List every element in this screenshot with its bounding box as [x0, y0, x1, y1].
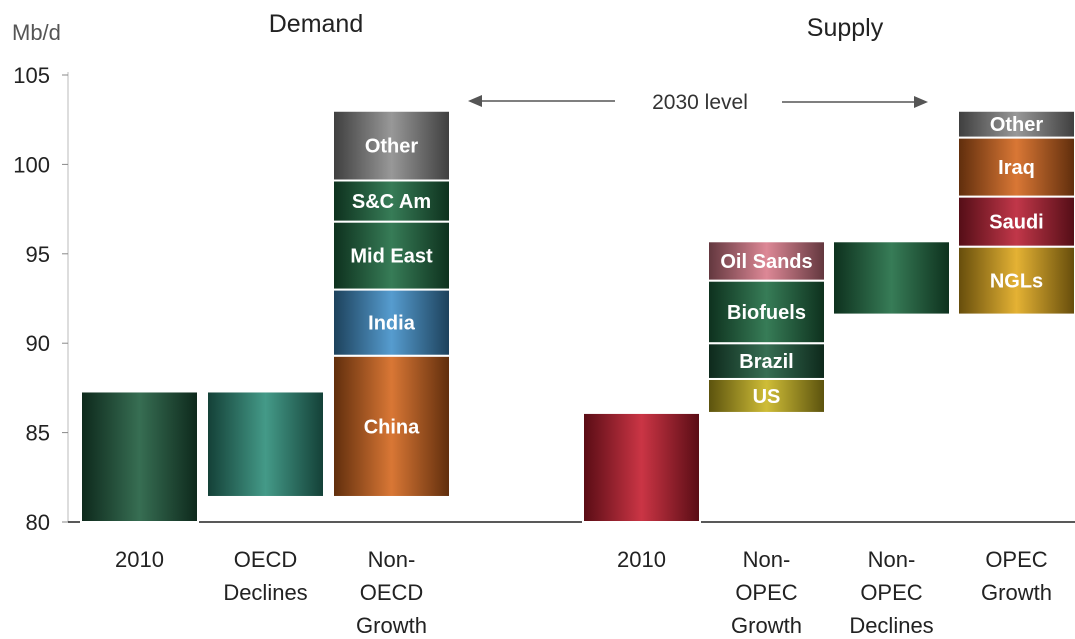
segment-label: S&C Am: [352, 191, 431, 213]
x-tick-label: OECD: [360, 580, 424, 605]
segment-label: Saudi: [989, 212, 1043, 234]
bar: OECD Declines: [206, 390, 325, 605]
y-tick-label: 100: [13, 152, 50, 177]
bar: 2010: [582, 411, 701, 572]
bar-segment: [707, 279, 826, 345]
bar-segment: [80, 390, 199, 524]
demand-group-title: Demand: [269, 10, 364, 38]
y-tick-label: 95: [26, 242, 50, 267]
annotation-left-arrowhead: [468, 95, 482, 107]
segment-label: Oil Sands: [720, 251, 812, 273]
bar-segment: [332, 109, 451, 182]
segment-label: India: [368, 313, 416, 335]
segment-label: US: [753, 386, 781, 408]
segment-label: NGLs: [990, 271, 1043, 293]
annotation-right-arrowhead: [914, 96, 928, 108]
x-tick-label: Growth: [356, 613, 427, 638]
x-tick-label: Non-: [368, 547, 416, 572]
bar-segment: [832, 240, 951, 316]
segment-label: Other: [365, 136, 419, 158]
bar-segment: [582, 411, 701, 524]
bar-segment: [957, 195, 1075, 248]
x-tick-label: Non-: [868, 547, 916, 572]
segment-label: Other: [990, 114, 1044, 136]
y-tick-label: 85: [26, 421, 50, 446]
x-tick-label: Growth: [981, 580, 1052, 605]
x-tick-label: OECD: [234, 547, 298, 572]
x-tick-label: Growth: [731, 613, 802, 638]
bar-segment: [332, 354, 451, 498]
y-tick-label: 80: [26, 510, 50, 535]
y-tick-label: 90: [26, 331, 50, 356]
supply-group-title: Supply: [807, 14, 884, 42]
bar-segment: [206, 390, 325, 498]
bar-segment: [957, 136, 1075, 198]
bar: Non- OPEC Declines: [832, 240, 951, 638]
x-tick-label: Declines: [849, 613, 933, 638]
bar: NGLs Saudi Iraq Other OPEC Growth: [957, 109, 1075, 605]
y-axis-unit-label: Mb/d: [12, 20, 61, 45]
bar: 2010: [80, 390, 199, 572]
segment-label: Mid East: [350, 246, 433, 268]
annotation-2030-level: 2030 level: [468, 91, 928, 114]
annotation-text: 2030 level: [652, 91, 748, 114]
bar: China India Mid East S&C Am Other Non- OECD Gro…: [332, 109, 451, 638]
bar: US Brazil Biofuels Oil Sands Non- OPEC Growth: [707, 240, 826, 638]
x-tick-label: OPEC: [985, 547, 1047, 572]
bar-segment: [957, 109, 1075, 139]
bar-segment: [332, 288, 451, 357]
segment-label: China: [364, 416, 420, 438]
x-tick-label: 2010: [617, 547, 666, 572]
bar-segment: [707, 240, 826, 282]
x-tick-label: OPEC: [735, 580, 797, 605]
x-tick-label: Declines: [223, 580, 307, 605]
segment-label: Iraq: [998, 157, 1035, 179]
bar-segment: [332, 220, 451, 291]
segment-label: Biofuels: [727, 302, 806, 324]
x-tick-label: OPEC: [860, 580, 922, 605]
y-tick-label: 105: [13, 63, 50, 88]
x-tick-label: 2010: [115, 547, 164, 572]
segment-label: Brazil: [739, 351, 793, 373]
x-tick-label: Non-: [743, 547, 791, 572]
